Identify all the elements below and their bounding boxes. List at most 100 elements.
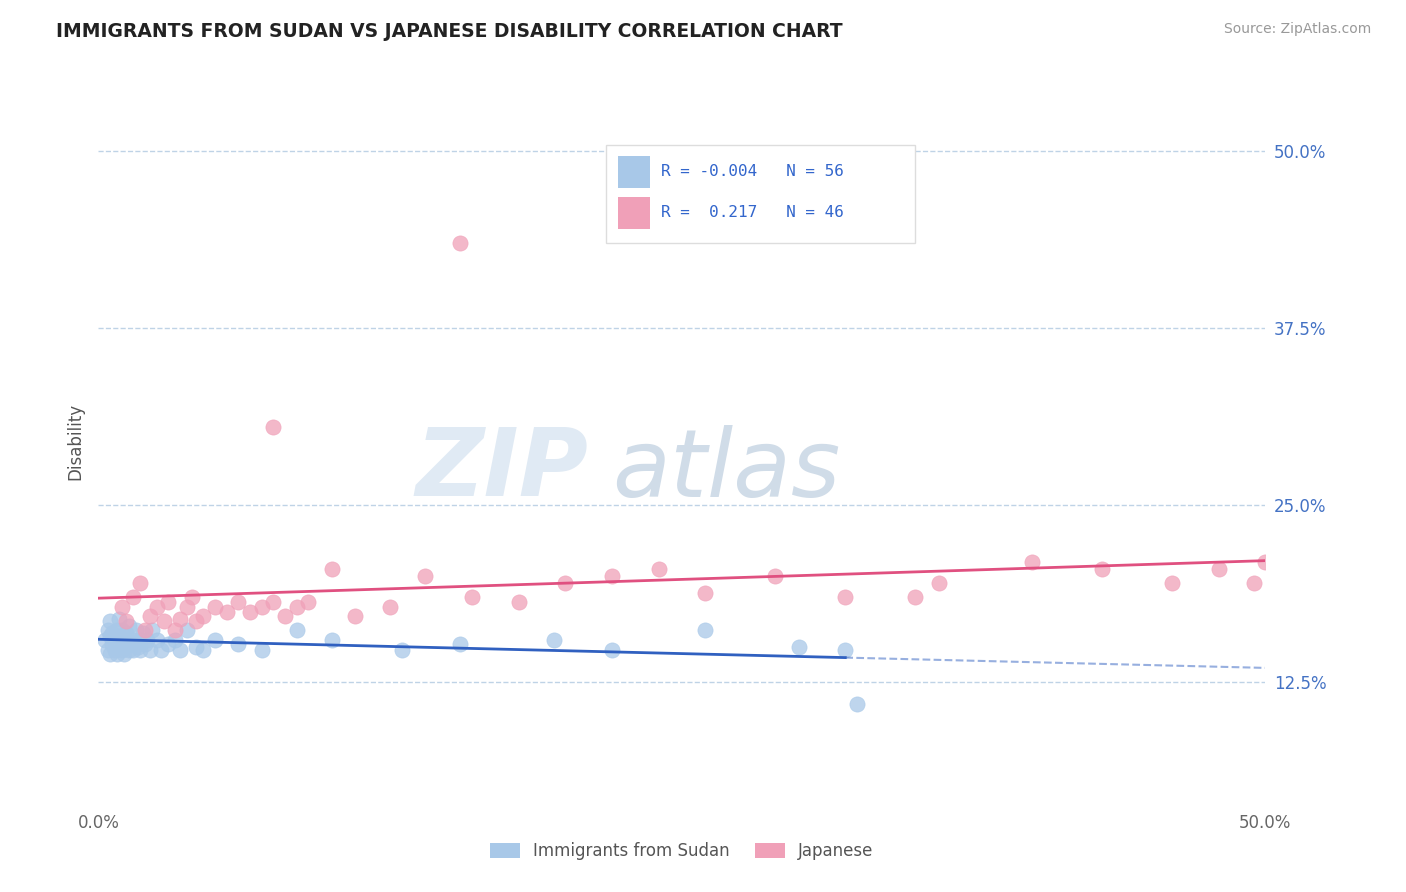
Point	[834, 642, 856, 657]
Point	[297, 594, 319, 608]
Point	[134, 637, 156, 651]
Point	[127, 640, 149, 654]
Point	[204, 632, 226, 647]
Point	[176, 623, 198, 637]
Text: atlas: atlas	[612, 425, 841, 516]
Point	[763, 569, 786, 583]
Legend: Immigrants from Sudan, Japanese: Immigrants from Sudan, Japanese	[484, 836, 880, 867]
Point	[508, 594, 530, 608]
Point	[120, 637, 142, 651]
Point	[122, 642, 145, 657]
Point	[101, 625, 124, 640]
Point	[600, 642, 623, 657]
Point	[239, 605, 262, 619]
Point	[134, 623, 156, 637]
Point	[180, 591, 202, 605]
Text: IMMIGRANTS FROM SUDAN VS JAPANESE DISABILITY CORRELATION CHART: IMMIGRANTS FROM SUDAN VS JAPANESE DISABI…	[56, 22, 842, 41]
Point	[274, 608, 297, 623]
Point	[101, 637, 124, 651]
Point	[321, 632, 343, 647]
Point	[108, 612, 131, 626]
Point	[146, 600, 169, 615]
Point	[122, 591, 145, 605]
Point	[1243, 576, 1265, 591]
Point	[449, 637, 471, 651]
Point	[250, 642, 273, 657]
Point	[129, 642, 152, 657]
Point	[846, 697, 869, 711]
Text: R =  0.217   N = 46: R = 0.217 N = 46	[661, 205, 844, 220]
Point	[122, 632, 145, 647]
Point	[139, 642, 162, 657]
Point	[186, 615, 208, 629]
Point	[647, 562, 669, 576]
Point	[98, 629, 121, 643]
Point	[165, 632, 187, 647]
Point	[108, 629, 131, 643]
Point	[904, 591, 927, 605]
Point	[250, 600, 273, 615]
Point	[215, 605, 238, 619]
Point	[112, 647, 135, 661]
Point	[98, 647, 121, 661]
Point	[787, 640, 810, 654]
Point	[176, 600, 198, 615]
Point	[413, 569, 436, 583]
Point	[695, 586, 717, 600]
Point	[157, 637, 180, 651]
Point	[193, 608, 215, 623]
Point	[157, 594, 180, 608]
Point	[115, 625, 138, 640]
Point	[449, 236, 471, 251]
Point	[1091, 562, 1114, 576]
Point	[115, 615, 138, 629]
Point	[695, 623, 717, 637]
Point	[262, 420, 284, 434]
Point	[97, 642, 120, 657]
Point	[125, 623, 148, 637]
Point	[118, 642, 141, 657]
Point	[104, 632, 127, 647]
Point	[321, 562, 343, 576]
Point	[129, 576, 152, 591]
Point	[115, 632, 138, 647]
Point	[105, 647, 128, 661]
Point	[262, 594, 284, 608]
Point	[111, 600, 134, 615]
Point	[141, 623, 163, 637]
Bar	[617, 196, 651, 229]
Point	[111, 623, 134, 637]
Point	[118, 618, 141, 632]
Point	[600, 569, 623, 583]
Point	[834, 591, 856, 605]
Bar	[617, 156, 651, 188]
Point	[1161, 576, 1184, 591]
Point	[344, 608, 367, 623]
Y-axis label: Disability: Disability	[66, 403, 84, 480]
Point	[285, 600, 308, 615]
Point	[136, 632, 159, 647]
Point	[94, 632, 117, 647]
Point	[97, 623, 120, 637]
Point	[139, 608, 162, 623]
Point	[132, 625, 155, 640]
Point	[111, 632, 134, 647]
Point	[1021, 555, 1043, 569]
Point	[228, 637, 250, 651]
Point	[169, 612, 191, 626]
Point	[169, 642, 191, 657]
Point	[193, 642, 215, 657]
Point	[1208, 562, 1230, 576]
Point	[105, 623, 128, 637]
Point	[112, 640, 135, 654]
Point	[129, 632, 152, 647]
Point	[554, 576, 576, 591]
Point	[150, 642, 173, 657]
Text: Source: ZipAtlas.com: Source: ZipAtlas.com	[1223, 22, 1371, 37]
Point	[391, 642, 413, 657]
Point	[228, 594, 250, 608]
Point	[380, 600, 402, 615]
Point	[152, 615, 174, 629]
Point	[928, 576, 950, 591]
Point	[98, 615, 121, 629]
